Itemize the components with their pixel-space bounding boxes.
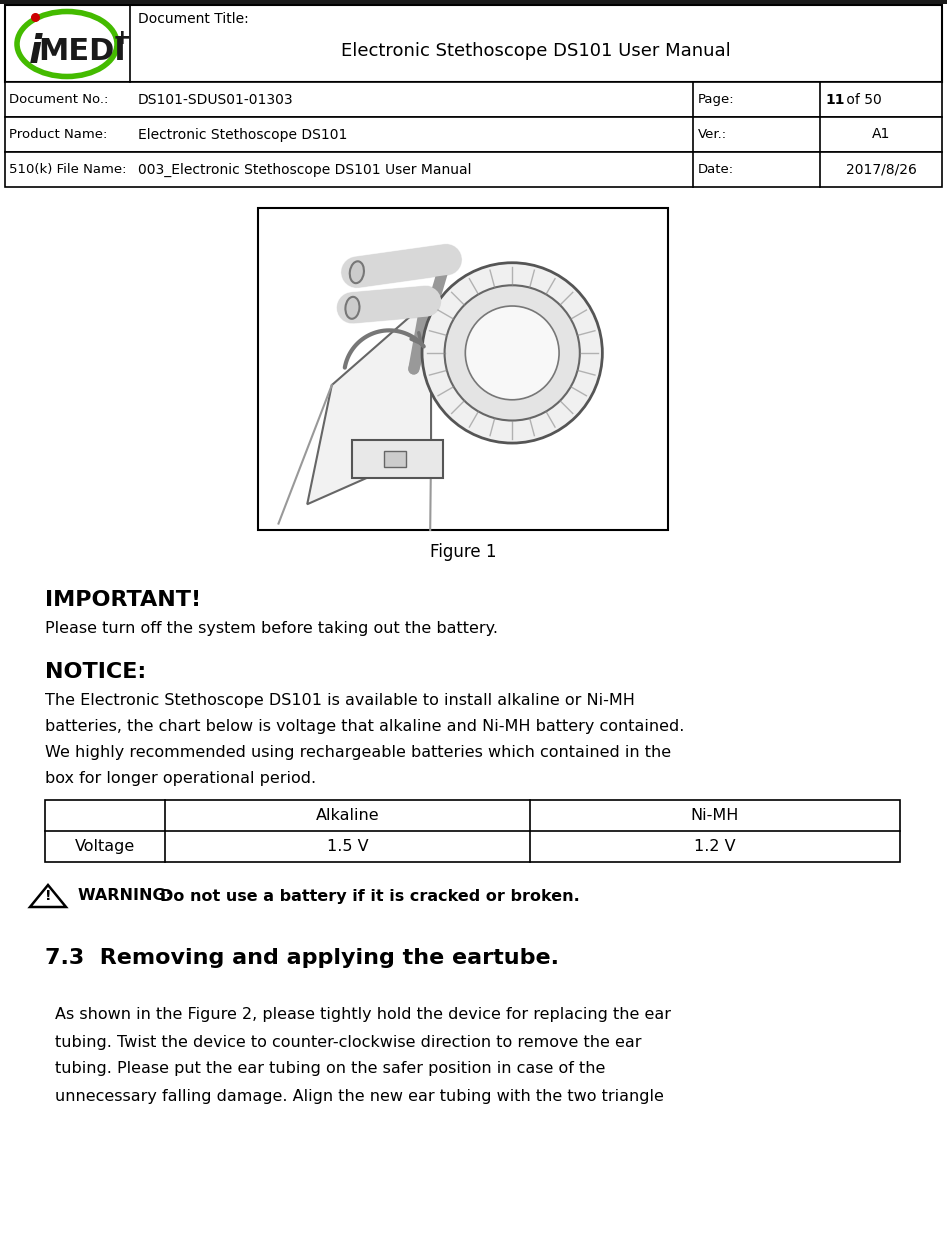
Text: As shown in the Figure 2, please tightly hold the device for replacing the ear: As shown in the Figure 2, please tightly…	[55, 1008, 671, 1023]
Text: 11: 11	[825, 93, 845, 106]
Bar	[5, 5, 942, 82]
Ellipse shape	[346, 297, 360, 319]
Text: !: !	[45, 889, 51, 903]
Text: 2017/8/26: 2017/8/26	[846, 162, 917, 177]
Bar	[0, 0, 947, 4]
Text: WARNING:: WARNING:	[78, 889, 178, 904]
Text: Ni-MH: Ni-MH	[690, 808, 740, 823]
Text: tubing. Twist the device to counter-clockwise direction to remove the ear: tubing. Twist the device to counter-cloc…	[55, 1035, 641, 1050]
Text: Electronic Stethoscope DS101: Electronic Stethoscope DS101	[138, 128, 348, 141]
Text: Product Name:: Product Name:	[9, 128, 107, 141]
Text: NOTICE:: NOTICE:	[45, 662, 146, 682]
Text: batteries, the chart below is voltage that alkaline and Ni-MH battery contained.: batteries, the chart below is voltage th…	[45, 718, 685, 733]
Text: i: i	[28, 33, 42, 71]
Text: Page:: Page:	[698, 93, 735, 106]
Bar	[352, 439, 442, 478]
Text: 1.5 V: 1.5 V	[327, 839, 368, 854]
Text: tubing. Please put the ear tubing on the safer position in case of the: tubing. Please put the ear tubing on the…	[55, 1061, 605, 1077]
Polygon shape	[307, 298, 431, 504]
Text: 510(k) File Name:: 510(k) File Name:	[9, 163, 127, 176]
Ellipse shape	[349, 261, 364, 284]
Text: The Electronic Stethoscope DS101 is available to install alkaline or Ni-MH: The Electronic Stethoscope DS101 is avai…	[45, 692, 634, 707]
Text: Document No.:: Document No.:	[9, 93, 108, 106]
Bar	[5, 152, 942, 187]
Text: Figure 1: Figure 1	[430, 543, 496, 561]
Text: Electronic Stethoscope DS101 User Manual: Electronic Stethoscope DS101 User Manual	[341, 42, 731, 61]
Bar	[45, 800, 900, 862]
Text: Alkaline: Alkaline	[315, 808, 380, 823]
Text: We highly recommended using rechargeable batteries which contained in the: We highly recommended using rechargeable…	[45, 744, 671, 759]
Bar	[5, 118, 942, 152]
Bar	[384, 452, 406, 467]
Text: DS101-SDUS01-01303: DS101-SDUS01-01303	[138, 93, 294, 106]
Text: Ver.:: Ver.:	[698, 128, 727, 141]
Text: unnecessary falling damage. Align the new ear tubing with the two triangle: unnecessary falling damage. Align the ne…	[55, 1088, 664, 1103]
Circle shape	[465, 306, 559, 400]
Text: Document Title:: Document Title:	[138, 12, 249, 26]
Text: +: +	[113, 28, 132, 48]
Text: 7.3  Removing and applying the eartube.: 7.3 Removing and applying the eartube.	[45, 948, 559, 968]
Text: Please turn off the system before taking out the battery.: Please turn off the system before taking…	[45, 620, 498, 635]
Bar	[258, 208, 668, 530]
Text: of 50: of 50	[842, 93, 882, 106]
Circle shape	[422, 262, 602, 443]
Text: MEDI: MEDI	[38, 37, 126, 67]
Text: box for longer operational period.: box for longer operational period.	[45, 770, 316, 785]
Text: IMPORTANT!: IMPORTANT!	[45, 591, 201, 610]
Text: Voltage: Voltage	[75, 839, 135, 854]
Circle shape	[444, 285, 580, 421]
Text: 003_Electronic Stethoscope DS101 User Manual: 003_Electronic Stethoscope DS101 User Ma…	[138, 162, 472, 177]
Text: 1.2 V: 1.2 V	[694, 839, 736, 854]
Bar	[5, 82, 942, 118]
Text: A1: A1	[872, 128, 890, 141]
Text: Date:: Date:	[698, 163, 734, 176]
Text: Do not use a battery if it is cracked or broken.: Do not use a battery if it is cracked or…	[160, 889, 580, 904]
